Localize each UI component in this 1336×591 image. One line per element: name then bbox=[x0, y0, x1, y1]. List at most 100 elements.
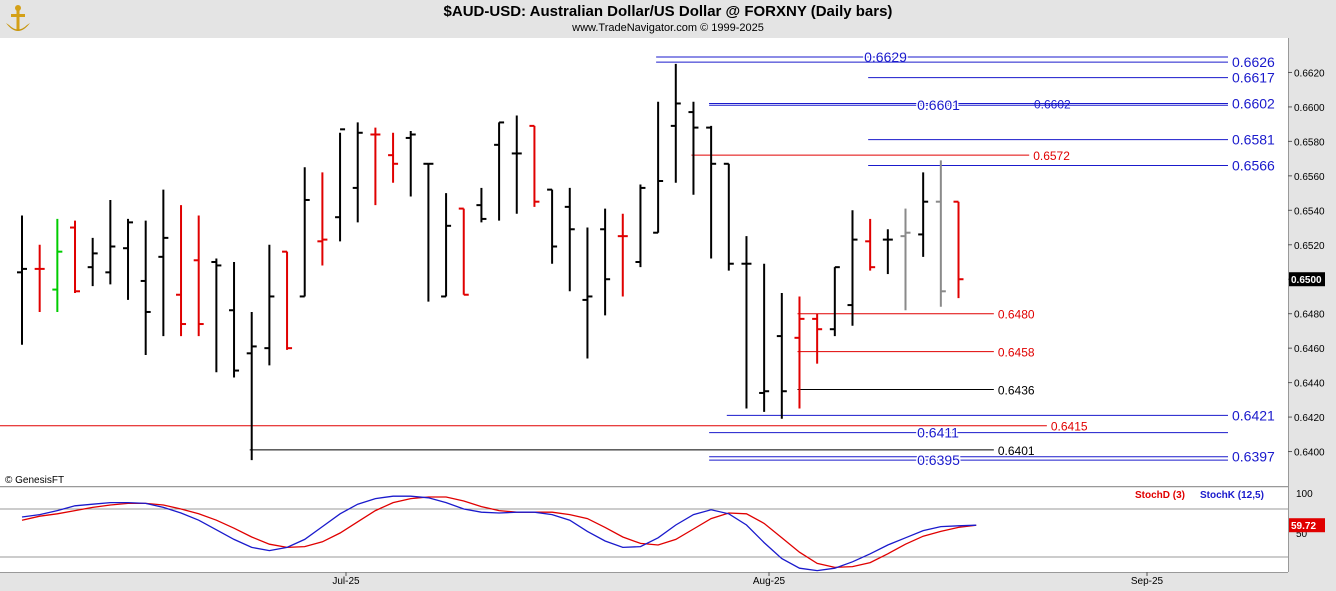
price-level-label: 0.6602 bbox=[1232, 95, 1275, 111]
price-bar bbox=[812, 313, 823, 364]
price-bar bbox=[511, 115, 522, 214]
price-level-label: 0.6581 bbox=[1232, 132, 1275, 148]
price-level-label: 0.6415 bbox=[1051, 420, 1088, 434]
x-tick-label: Aug-25 bbox=[753, 576, 786, 587]
last-price-box bbox=[1289, 272, 1325, 287]
stoch-grid bbox=[0, 508, 1288, 558]
price-bar bbox=[299, 167, 310, 298]
gold-anchor-logo[interactable] bbox=[3, 3, 33, 40]
y-tick-label: 0.6460 bbox=[1294, 344, 1325, 355]
price-bar bbox=[264, 244, 275, 366]
stoch-y-tick-label: 50 bbox=[1296, 529, 1308, 540]
price-bar bbox=[776, 293, 787, 419]
price-level-label: 0.6397 bbox=[1232, 449, 1275, 465]
stoch-legend: StochD (3) StochK (12,5) bbox=[1135, 490, 1264, 501]
price-level-label: 0.6626 bbox=[1232, 54, 1275, 70]
price-level-label: 0.6602 bbox=[1034, 97, 1071, 111]
price-level-label: 0.6421 bbox=[1232, 407, 1275, 423]
stoch-series-line bbox=[21, 495, 977, 572]
price-bar bbox=[529, 124, 540, 207]
price-bar bbox=[882, 229, 893, 275]
price-bar bbox=[246, 311, 257, 461]
price-bar bbox=[123, 218, 134, 300]
price-bar bbox=[953, 200, 964, 299]
price-level-label: 0.6617 bbox=[1232, 70, 1275, 86]
price-bar bbox=[87, 237, 98, 287]
price-bar bbox=[723, 162, 734, 271]
price-bars bbox=[17, 63, 964, 461]
y-tick-label: 0.6560 bbox=[1294, 172, 1325, 183]
copyright-label: © GenesisFT bbox=[5, 475, 65, 486]
y-axis-area bbox=[1288, 38, 1336, 572]
price-bar bbox=[847, 210, 858, 326]
price-bar bbox=[635, 184, 646, 268]
price-level-label: 0.6480 bbox=[998, 308, 1035, 322]
y-tick-label: 0.6420 bbox=[1294, 413, 1325, 424]
price-bar bbox=[34, 244, 45, 312]
last-price-label: 0.6500 bbox=[1291, 275, 1322, 286]
price-bar bbox=[600, 208, 611, 316]
y-tick-label: 0.6540 bbox=[1294, 206, 1325, 217]
price-bar bbox=[653, 101, 664, 234]
price-bar bbox=[370, 127, 381, 206]
x-tick-label: Jul-25 bbox=[332, 576, 360, 587]
price-level-label: 0.6401 bbox=[998, 444, 1035, 458]
stoch-legend-k: StochK (12,5) bbox=[1200, 490, 1264, 501]
price-level-label: 0.6436 bbox=[998, 384, 1035, 398]
price-bar bbox=[794, 296, 805, 409]
price-bar bbox=[829, 266, 840, 337]
price-bar bbox=[52, 218, 63, 312]
chart-header: $AUD-USD: Australian Dollar/US Dollar @ … bbox=[0, 0, 1336, 38]
x-tick-label: Sep-25 bbox=[1131, 576, 1164, 587]
stoch-last-value-label: 59.72 bbox=[1291, 521, 1316, 532]
y-tick-label: 0.6620 bbox=[1294, 68, 1325, 79]
y-tick-label: 0.6600 bbox=[1294, 103, 1325, 114]
stoch-lines bbox=[21, 495, 977, 572]
price-bar bbox=[229, 262, 240, 378]
price-level-label: 0.6411 bbox=[917, 425, 959, 441]
price-bar bbox=[741, 236, 752, 409]
price-bar bbox=[582, 227, 593, 359]
stoch-y-tick-label: 100 bbox=[1296, 489, 1313, 500]
price-bar bbox=[405, 131, 416, 197]
stoch-last-value-box bbox=[1289, 518, 1325, 533]
price-bar bbox=[282, 250, 293, 350]
price-bar bbox=[670, 63, 681, 183]
price-bar bbox=[423, 162, 434, 302]
price-bar bbox=[176, 205, 187, 337]
stoch-legend-d: StochD (3) bbox=[1135, 490, 1185, 501]
price-bar bbox=[317, 172, 328, 266]
price-bar bbox=[935, 160, 946, 307]
y-tick-label: 0.6440 bbox=[1294, 379, 1325, 390]
price-bar bbox=[458, 207, 469, 296]
price-level-label: 0.6395 bbox=[917, 452, 960, 468]
price-bar bbox=[388, 132, 399, 183]
x-axis: Jul-25 Aug-25 Sep-25 bbox=[332, 572, 1164, 587]
price-bar bbox=[70, 220, 81, 294]
price-bar bbox=[900, 208, 911, 311]
stoch-panel bbox=[0, 488, 1288, 572]
y-tick-label: 0.6580 bbox=[1294, 137, 1325, 148]
price-bar bbox=[140, 220, 151, 356]
price-bar bbox=[211, 258, 222, 373]
chart-subtitle: www.TradeNavigator.com © 1999-2025 bbox=[572, 22, 764, 34]
price-bar bbox=[759, 263, 770, 412]
price-bar bbox=[547, 188, 558, 264]
price-bar bbox=[335, 128, 346, 242]
price-level-label: 0.6566 bbox=[1232, 158, 1275, 174]
stoch-series-line bbox=[21, 496, 977, 569]
price-level-label: 0.6458 bbox=[998, 346, 1035, 360]
price-level-label: 0.6572 bbox=[1033, 149, 1070, 163]
price-bar bbox=[158, 189, 169, 337]
price-bar bbox=[476, 187, 487, 223]
price-bar bbox=[688, 101, 699, 195]
price-bar bbox=[865, 218, 876, 271]
price-bar bbox=[352, 122, 363, 223]
price-bar bbox=[918, 172, 929, 257]
price-level-label: 0.6601 bbox=[917, 97, 960, 113]
price-bar bbox=[564, 187, 575, 292]
y-tick-label: 0.6400 bbox=[1294, 448, 1325, 459]
